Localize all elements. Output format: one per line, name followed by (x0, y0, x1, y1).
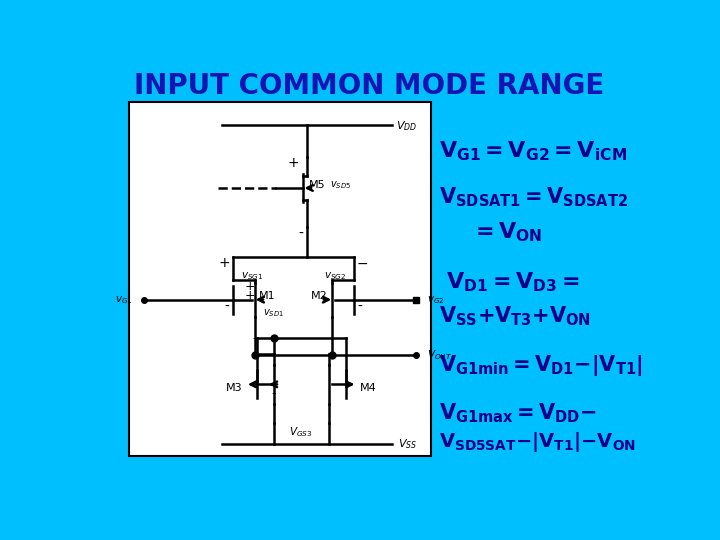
Text: +: + (218, 256, 230, 271)
Text: $\mathbf{{=}V_{ON}}$: $\mathbf{{=}V_{ON}}$ (472, 221, 543, 245)
Text: M5: M5 (310, 180, 326, 190)
Text: M2: M2 (311, 291, 328, 301)
Text: $\mathbf{V_{G1min}{=}V_{D1}{-}|V_{T1}|}$: $\mathbf{V_{G1min}{=}V_{D1}{-}|V_{T1}|}$ (438, 353, 643, 377)
Text: $\mathbf{V_{G1max}{=}V_{DD}{-}}$: $\mathbf{V_{G1max}{=}V_{DD}{-}}$ (438, 401, 596, 424)
Text: −: − (357, 256, 369, 271)
Text: $V_{GS3}$: $V_{GS3}$ (289, 425, 312, 439)
Text: -: - (329, 333, 334, 347)
Text: +: + (245, 280, 256, 293)
Text: M4: M4 (360, 383, 377, 393)
Text: -: - (225, 300, 230, 314)
Text: $\mathbf{V_{D1}{=}V_{D3}{=}}$: $\mathbf{V_{D1}{=}V_{D3}{=}}$ (446, 270, 580, 294)
Text: $\mathbf{V_{G1}{=}V_{G2}{=}V_{iCM}}$: $\mathbf{V_{G1}{=}V_{G2}{=}V_{iCM}}$ (438, 139, 627, 163)
Text: -: - (357, 300, 362, 314)
Text: M3: M3 (226, 383, 243, 393)
Bar (129, 102, 431, 456)
Text: $\mathbf{V_{SS}{+}V_{T3}{+}V_{ON}}$: $\mathbf{V_{SS}{+}V_{T3}{+}V_{ON}}$ (438, 304, 590, 328)
Text: $v_{SG2}$: $v_{SG2}$ (323, 271, 346, 282)
Text: INPUT COMMON MODE RANGE: INPUT COMMON MODE RANGE (134, 72, 604, 100)
Text: M1: M1 (259, 291, 276, 301)
Text: $v_{SG1}$: $v_{SG1}$ (241, 271, 264, 282)
Text: +: + (245, 289, 256, 302)
Text: -: - (253, 333, 258, 347)
Text: $V_{SS}$: $V_{SS}$ (398, 437, 418, 450)
Text: -: - (271, 387, 276, 400)
Text: $v_{SD1}$: $v_{SD1}$ (263, 308, 284, 320)
Text: $\mathbf{V_{SDSAT1}{=}V_{SDSAT2}}$: $\mathbf{V_{SDSAT1}{=}V_{SDSAT2}}$ (438, 185, 628, 209)
Text: $v_{SD5}$: $v_{SD5}$ (330, 179, 351, 191)
Text: $v_{G2}$: $v_{G2}$ (427, 294, 445, 306)
Text: -: - (298, 227, 303, 241)
Text: -: - (299, 438, 303, 451)
Text: $\mathbf{V_{SD5SAT}{-}|V_{T1}|{-}V_{ON}}$: $\mathbf{V_{SD5SAT}{-}|V_{T1}|{-}V_{ON}}… (438, 430, 636, 454)
Text: $V_{OUT}$: $V_{OUT}$ (427, 348, 452, 362)
Text: +: + (287, 157, 299, 170)
Text: $V_{DD}$: $V_{DD}$ (396, 119, 418, 133)
Text: $v_{G1}$: $v_{G1}$ (115, 294, 132, 306)
